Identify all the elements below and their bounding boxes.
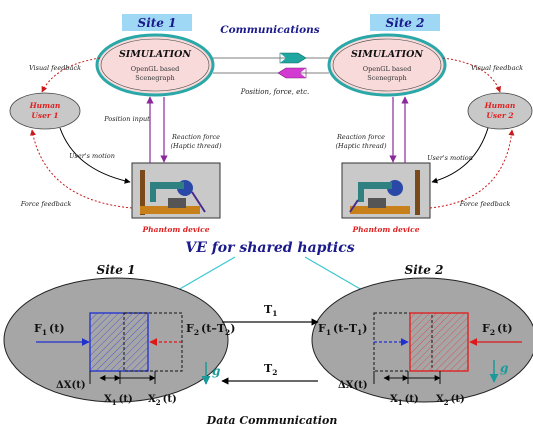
cyan-link-left xyxy=(177,256,236,291)
human-user1-node xyxy=(9,92,81,130)
site2-x1-label: X1 (t) xyxy=(390,394,419,407)
simulation-sub1-site2: OpenGL based xyxy=(363,65,411,73)
simulation-sub2-site1: Scenegraph xyxy=(135,74,174,82)
site1-f1-label: F1 (t) xyxy=(34,322,65,337)
visual-feedback-arrow-left xyxy=(41,57,101,93)
simulation-title-site2: SIMULATION xyxy=(351,49,423,60)
site2-f1-label: F1 (t–T1) xyxy=(318,322,367,337)
site1-object-box xyxy=(89,312,149,372)
force-feedback-arrow-right xyxy=(429,129,515,209)
site1-f2-label: F2 (t–T2) xyxy=(186,322,235,337)
force-feedback-label-left: Force feedback xyxy=(20,200,72,208)
shared-haptics-title: VE for shared haptics xyxy=(185,240,354,256)
site1-delta-x-label: ΔX(t) xyxy=(56,380,86,391)
users-motion-arrow-left xyxy=(59,127,131,184)
cyan-link-right xyxy=(304,256,363,291)
reaction-force-label-right-2: (Haptic thread) xyxy=(336,142,387,150)
phantom-label-left: Phantom device xyxy=(142,225,210,234)
users-motion-label-left: User's motion xyxy=(69,152,115,160)
visual-feedback-label-left: Visual feedback xyxy=(29,64,81,72)
reaction-force-label-left-2: (Haptic thread) xyxy=(171,142,222,150)
position-force-label: Position, force, etc. xyxy=(240,88,309,96)
phantom-device-right xyxy=(341,162,431,219)
force-feedback-label-right: Force feedback xyxy=(459,200,511,208)
top-section: Site 1 Site 2 Communications SIMULATION … xyxy=(9,14,533,234)
human-user2-line1: Human xyxy=(484,101,516,110)
simulation-node-site2 xyxy=(327,33,447,97)
site2-object-box xyxy=(409,312,469,372)
reaction-force-label-left-1: Reaction force xyxy=(171,133,220,141)
simulation-title-site1: SIMULATION xyxy=(119,49,191,60)
delay-t1-label: T1 xyxy=(264,303,277,318)
site2-tag xyxy=(370,14,440,31)
site2-x2-label: X2 (t) xyxy=(436,394,465,407)
users-motion-label-right: User's motion xyxy=(427,154,473,162)
site2-f2-label: F2 (t) xyxy=(482,322,513,337)
communications-label: Communications xyxy=(220,24,320,36)
visual-feedback-label-right: Visual feedback xyxy=(471,64,523,72)
bottom-section: Site 1 Site 2 F1 (t) F2 (t–T2) ΔX(t) X1 (t)… xyxy=(3,263,533,427)
site1-x1-label: X1 (t) xyxy=(104,394,133,407)
human-user1-line2: User 1 xyxy=(31,111,58,120)
site2-tag-label: Site 2 xyxy=(386,16,425,30)
human-user2-line2: User 2 xyxy=(486,111,513,120)
visual-feedback-arrow-right xyxy=(442,57,502,93)
phantom-device-left xyxy=(131,162,221,219)
simulation-sub2-site2: Scenegraph xyxy=(367,74,406,82)
site1-x2-label: X2 (t) xyxy=(148,394,177,407)
site2-delta-x-label: ΔX(t) xyxy=(338,380,368,391)
bottom-site1-label: Site 1 xyxy=(97,263,136,277)
data-communication-caption: Data Communication xyxy=(206,414,338,427)
delay-t2-label: T2 xyxy=(264,362,277,377)
human-user2-node xyxy=(467,92,533,130)
comm-arrow-left-icon xyxy=(278,68,306,78)
users-motion-arrow-right xyxy=(431,127,489,184)
bottom-site2-label: Site 2 xyxy=(405,263,444,277)
position-input-label-left: Position input xyxy=(103,115,150,123)
site1-tag-label: Site 1 xyxy=(138,16,177,30)
comm-arrow-right-icon xyxy=(280,53,306,63)
force-feedback-arrow-left xyxy=(30,129,133,209)
reaction-force-label-right-1: Reaction force xyxy=(336,133,385,141)
simulation-node-site1 xyxy=(95,33,215,97)
simulation-sub1-site1: OpenGL based xyxy=(131,65,179,73)
site2-gravity-label: g xyxy=(500,361,508,375)
site1-gravity-label: g xyxy=(212,364,220,378)
phantom-label-right: Phantom device xyxy=(352,225,420,234)
human-user1-line1: Human xyxy=(29,101,61,110)
site1-tag xyxy=(122,14,192,31)
